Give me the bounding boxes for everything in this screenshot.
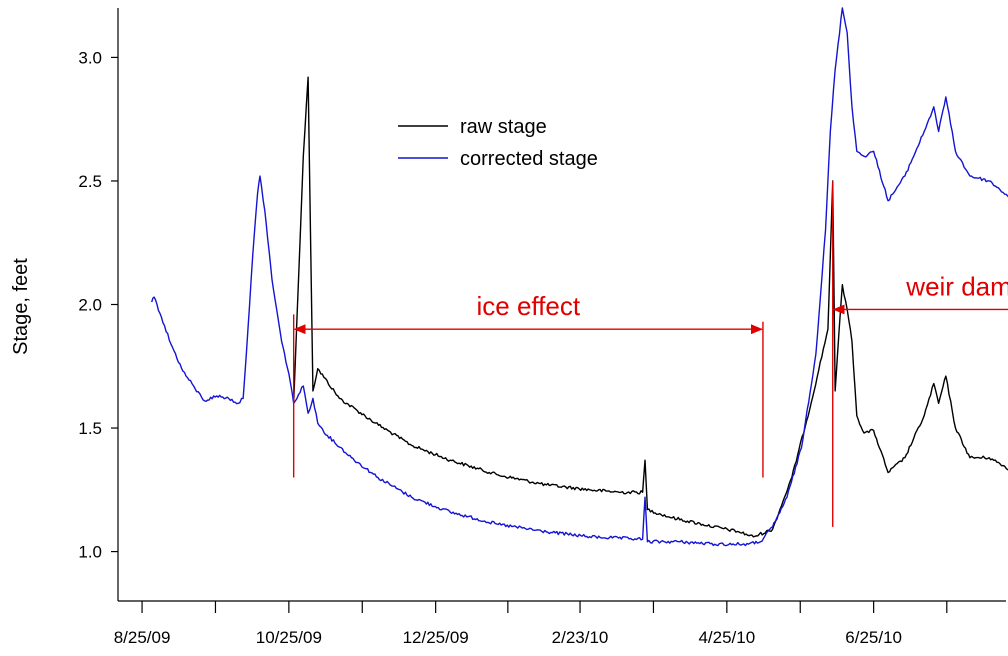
annotation-label: weir damage — [905, 271, 1008, 301]
x-tick-label: 8/25/09 — [114, 628, 171, 647]
x-tick-label: 10/25/09 — [256, 628, 322, 647]
legend-entry-label: raw stage — [460, 116, 547, 138]
y-tick-label: 2.5 — [78, 172, 102, 191]
legend: raw stage corrected stage — [398, 116, 598, 170]
annotation-weir-damage: weir damage — [832, 180, 1008, 527]
annotation-ice-effect: ice effect — [292, 291, 764, 478]
y-tick-label: 1.0 — [78, 543, 102, 562]
annotation-label: ice effect — [477, 291, 581, 321]
y-tick-label: 2.0 — [78, 296, 102, 315]
x-tick-label: 4/25/10 — [698, 628, 755, 647]
x-tick-label: 2/23/10 — [552, 628, 609, 647]
y-tick-label: 3.0 — [78, 48, 102, 67]
y-tick-label: 1.5 — [78, 419, 102, 438]
series-line-corrected-stage — [151, 7, 1008, 547]
x-tick-label: 12/25/09 — [403, 628, 469, 647]
series-line-raw-stage — [292, 76, 1008, 538]
x-tick-label: 6/25/10 — [845, 628, 902, 647]
legend-entry-label: corrected stage — [460, 148, 598, 170]
y-axis-label: Stage, feet — [10, 258, 32, 355]
